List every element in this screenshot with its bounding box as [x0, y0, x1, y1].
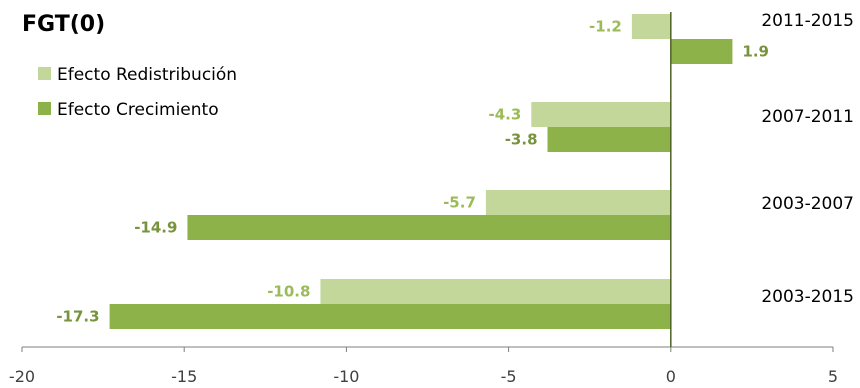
- data-label-redistribucion-2003-2007: -5.7: [443, 194, 476, 212]
- chart-title: FGT(0): [22, 12, 105, 37]
- bar-crecimiento-2003-2007: [187, 215, 671, 240]
- bar-crecimiento-2007-2011: [547, 127, 671, 152]
- category-label-2007-2011: 2007-2011: [761, 107, 854, 127]
- x-tick-label: -10: [333, 367, 359, 386]
- x-tick-label: 5: [828, 367, 838, 386]
- bar-redistribucion-2007-2011: [531, 102, 671, 127]
- legend-swatch-crecimiento: [38, 102, 51, 115]
- x-tick-label: -15: [171, 367, 197, 386]
- bars-group: [109, 14, 733, 329]
- data-label-crecimiento-2003-2007: -14.9: [134, 219, 177, 237]
- bar-crecimiento-2011-2015: [670, 39, 733, 64]
- legend: Efecto Redistribución Efecto Crecimiento: [38, 65, 237, 120]
- data-label-redistribucion-2003-2015: -10.8: [267, 283, 310, 301]
- x-tick-label: -20: [9, 367, 35, 386]
- bar-redistribucion-2003-2015: [320, 279, 671, 304]
- data-label-crecimiento-2011-2015: 1.9: [742, 43, 769, 61]
- category-label-2003-2015: 2003-2015: [761, 287, 854, 307]
- x-tick-label: 0: [666, 367, 676, 386]
- bar-crecimiento-2003-2015: [109, 304, 671, 329]
- category-label-2011-2015: 2011-2015: [761, 11, 854, 31]
- category-labels: 2011-2015 2007-2011 2003-2007 2003-2015: [761, 11, 854, 307]
- legend-swatch-redistribucion: [38, 67, 51, 80]
- legend-label-redistribucion: Efecto Redistribución: [57, 65, 237, 85]
- category-label-2003-2007: 2003-2007: [761, 194, 854, 214]
- data-label-redistribucion-2007-2011: -4.3: [488, 106, 521, 124]
- data-label-crecimiento-2003-2015: -17.3: [56, 308, 99, 326]
- x-tick-label: -5: [501, 367, 517, 386]
- bar-redistribucion-2003-2007: [485, 190, 671, 215]
- bar-redistribucion-2011-2015: [631, 14, 671, 39]
- x-axis: -20 -15 -10 -5 0 5: [9, 346, 838, 386]
- data-labels-group: -1.2 -4.3 -5.7 -10.8 1.9 -3.8 -14.9 -17.3: [56, 18, 769, 326]
- data-label-redistribucion-2011-2015: -1.2: [589, 18, 622, 36]
- data-label-crecimiento-2007-2011: -3.8: [505, 131, 538, 149]
- legend-label-crecimiento: Efecto Crecimiento: [57, 100, 219, 120]
